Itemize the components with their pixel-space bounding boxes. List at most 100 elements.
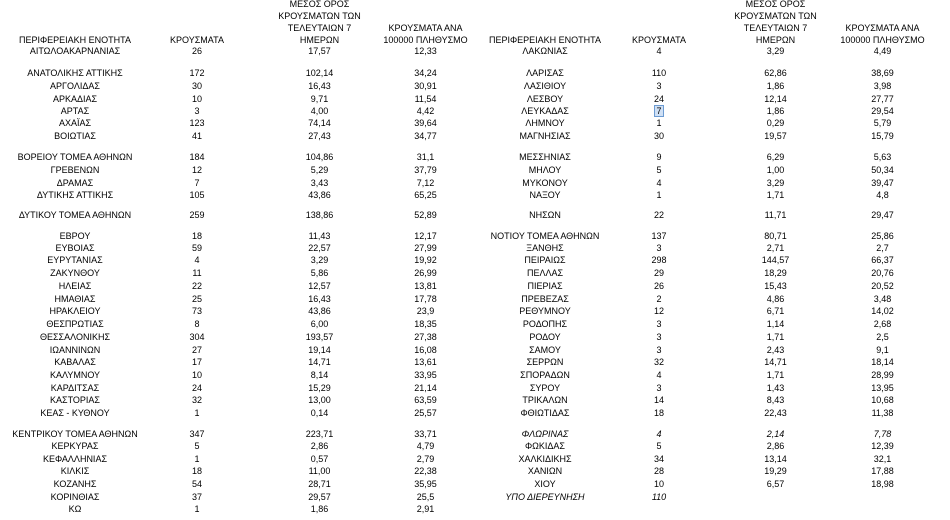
region-name: ΠΡΕΒΕΖΑΣ: [521, 294, 569, 304]
cell-value: 110: [651, 68, 667, 78]
cell-value: 7: [622, 105, 696, 117]
region-name: ΝΗΣΩΝ: [529, 210, 561, 220]
cell-value: 1,43: [766, 383, 785, 393]
region-name: ΧΙΟΥ: [534, 479, 556, 489]
region-name: ΠΙΕΡΙΑΣ: [527, 281, 563, 291]
cell-value: 27,77: [871, 94, 894, 104]
region-name: ΙΩΑΝΝΙΝΩΝ: [49, 345, 101, 355]
cell-value: 1: [194, 454, 200, 464]
cell-value: 50,34: [871, 165, 894, 175]
cell-value: 16,43: [308, 294, 331, 304]
region-name: ΒΟΙΩΤΙΑΣ: [54, 131, 96, 141]
cell-value: 10: [653, 479, 664, 489]
cell-value: 2,5: [876, 332, 889, 342]
region-name: ΒΟΡΕΙΟΥ ΤΟΜΕΑ ΑΘΗΝΩΝ: [17, 152, 133, 162]
cell-value: 20,76: [871, 268, 894, 278]
cell-value: 5: [656, 441, 662, 451]
cell-value: 123: [189, 118, 205, 128]
region-name: ΜΑΓΝΗΣΙΑΣ: [519, 131, 571, 141]
cell-value: 12,17: [414, 231, 437, 241]
cell-value: 1,71: [766, 332, 785, 342]
cell-value: 184: [189, 152, 205, 162]
cell-value: 1,86: [310, 504, 329, 514]
cell-value: 11,43: [308, 231, 331, 241]
cell-value: 4: [656, 370, 662, 380]
cell-value: 29,54: [871, 106, 894, 116]
column-header: ΜΕΣΟΣ ΟΡΟΣ ΚΡΟΥΣΜΑΤΩΝ ΤΩΝ ΤΕΛΕΥΤΑΙΩΝ 7 Η…: [734, 0, 817, 45]
cell-value: 32: [653, 357, 664, 367]
cell-value: 7: [194, 178, 200, 188]
region-name: ΦΛΩΡΙΝΑΣ: [521, 429, 569, 439]
region-name: ΦΩΚΙΔΑΣ: [525, 441, 565, 451]
cell-value: 19,14: [308, 345, 331, 355]
region-name: ΗΜΑΘΙΑΣ: [54, 294, 96, 304]
cell-value: 3: [656, 383, 662, 393]
region-name: ΠΕΙΡΑΙΩΣ: [524, 255, 566, 265]
cell-value: 8: [194, 319, 200, 329]
region-name: ΤΡΙΚΑΛΩΝ: [522, 395, 568, 405]
cell-value: 15,79: [871, 131, 894, 141]
region-name: ΑΝΑΤΟΛΙΚΗΣ ΑΤΤΙΚΗΣ: [27, 68, 123, 78]
cell-value: 3,48: [873, 294, 892, 304]
region-name: ΔΡΑΜΑΣ: [56, 178, 94, 188]
region-name: ΕΒΡΟΥ: [59, 231, 91, 241]
cell-value: 34,77: [414, 131, 437, 141]
cell-value: 22,43: [764, 408, 787, 418]
cell-value: 4,86: [766, 294, 785, 304]
cell-value: 7,78: [873, 429, 892, 439]
cell-value: 26,99: [414, 268, 437, 278]
region-name: ΣΥΡΟΥ: [529, 383, 561, 393]
cell-value: 0,57: [310, 454, 329, 464]
cell-value: 13,00: [308, 395, 331, 405]
cell-value: 22,57: [308, 243, 331, 253]
cell-value: 66,37: [871, 255, 894, 265]
cell-value: 18,29: [764, 268, 787, 278]
cell-value: 3,29: [766, 46, 785, 56]
cell-value: 172: [189, 68, 205, 78]
cell-value: 29,57: [308, 492, 331, 502]
region-name: ΓΡΕΒΕΝΩΝ: [50, 165, 100, 175]
region-name: ΣΕΡΡΩΝ: [526, 357, 564, 367]
cell-value: 5,79: [873, 118, 892, 128]
cell-value: 16,08: [414, 345, 437, 355]
cell-value: 19,92: [414, 255, 437, 265]
cell-value: 59: [191, 243, 202, 253]
cell-value: 11: [192, 268, 202, 278]
cell-value: 5: [194, 441, 200, 451]
region-name: ΡΟΔΟΠΗΣ: [522, 319, 568, 329]
cell-value: 26: [191, 46, 202, 56]
cell-value: 30: [653, 131, 664, 141]
region-name: ΧΑΝΙΩΝ: [527, 466, 563, 476]
cell-value: 13,95: [871, 383, 894, 393]
cell-value: 144,57: [761, 255, 790, 265]
cell-value: 3: [656, 319, 662, 329]
region-name: ΡΟΔΟΥ: [529, 332, 561, 342]
region-name: ΣΠΟΡΑΔΩΝ: [520, 370, 570, 380]
cell-value: 27: [191, 345, 202, 355]
cell-value: 9,71: [310, 94, 329, 104]
region-name: ΚΕΝΤΡΙΚΟΥ ΤΟΜΕΑ ΑΘΗΝΩΝ: [12, 429, 138, 439]
cell-value: 11,71: [764, 210, 787, 220]
cell-value: 138,86: [305, 210, 334, 220]
region-name: ΚΩ: [68, 504, 82, 514]
cell-value: 1: [194, 504, 200, 514]
cell-value: 27,43: [308, 131, 331, 141]
cell-value: 13,81: [414, 281, 437, 291]
cell-value: 17,78: [414, 294, 437, 304]
cell-value: 104,86: [305, 152, 334, 162]
cell-value: 4,8: [876, 190, 889, 200]
cell-value: 4: [656, 178, 662, 188]
selected-cell: 7: [654, 105, 664, 117]
cell-value: 5,86: [310, 268, 329, 278]
cell-value: 2,79: [416, 454, 435, 464]
cell-value: 9,1: [876, 345, 889, 355]
cell-value: 43,86: [308, 190, 331, 200]
cell-value: 24: [191, 383, 202, 393]
cell-value: 4: [656, 429, 662, 439]
cell-value: 37: [191, 492, 202, 502]
cell-value: 17,88: [871, 466, 894, 476]
cell-value: 259: [189, 210, 205, 220]
cell-value: 80,71: [764, 231, 787, 241]
cell-value: 16,43: [308, 81, 331, 91]
column-header: ΚΡΟΥΣΜΑΤΑ ΑΝΑ 100000 ΠΛΗΘΥΣΜΟ: [840, 23, 925, 45]
